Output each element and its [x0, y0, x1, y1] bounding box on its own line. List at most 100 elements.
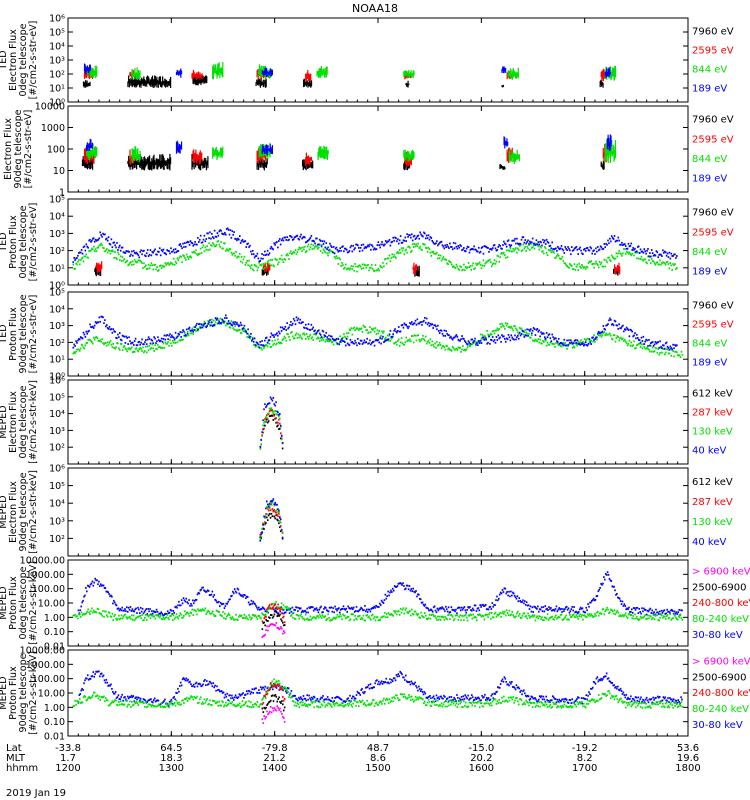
panel-4-series-1-mark — [597, 334, 600, 337]
panel-4-series-1-mark — [506, 322, 509, 325]
panel-7-series-2-mark — [465, 616, 468, 619]
panel-4-series-1-mark — [365, 329, 368, 332]
panel-4-series-2-mark — [315, 332, 317, 335]
panel-7-series-1-mark — [372, 607, 375, 610]
panel-3-series-4-mark — [245, 246, 248, 248]
panel-4-series-1-mark — [393, 342, 395, 345]
panel-3-series-4-mark — [548, 245, 551, 247]
panel-5-series-4-mark — [259, 445, 262, 448]
panel-3-series-3-mark — [610, 254, 613, 257]
panel-4-series-2-mark — [619, 327, 621, 330]
panel-3-series-3-mark — [583, 266, 586, 269]
panel-3-series-4-mark — [347, 251, 350, 254]
panel-7-series-2-mark — [338, 615, 341, 618]
panel-7-series-1-mark — [673, 610, 676, 613]
panel-4-series-2-mark — [556, 341, 559, 343]
panel-4-series-1-mark — [130, 347, 132, 350]
panel-7-series-2-mark — [251, 617, 253, 620]
panel-3-series-3-mark — [496, 254, 499, 257]
panel-4-series-2-mark — [163, 334, 166, 337]
panel-4-series-2-mark — [517, 334, 519, 337]
panel-3-series-3-mark — [437, 257, 439, 260]
panel-4-series-2-mark — [345, 337, 348, 340]
panel-6-series-2-mark — [267, 509, 270, 512]
panel-7-series-1-mark — [622, 604, 625, 607]
panel-7-series-1-mark — [202, 586, 204, 589]
panel-3-series-3-mark — [303, 248, 305, 251]
panel-7-series-1-mark — [288, 612, 291, 615]
panel-3-series-4-mark — [183, 246, 185, 248]
panel-4-series-2-mark — [418, 322, 421, 325]
panel-4-series-1-mark — [415, 339, 418, 342]
panel-4-series-2-mark — [184, 334, 186, 337]
panel-4-series-2-mark — [317, 330, 319, 332]
panel-3-series-4-mark — [151, 251, 154, 253]
panel-3-series-4-mark — [189, 240, 192, 243]
panel-4-series-1-mark — [420, 339, 422, 341]
panel-7-series-2-mark — [326, 618, 328, 620]
panel-7-series-1-mark — [350, 607, 352, 610]
panel-4-series-2-mark — [291, 324, 293, 327]
panel-3-series-3-mark — [211, 242, 214, 244]
panel-6-series-4-mark — [266, 503, 269, 506]
panel-4-series-2-mark — [261, 340, 263, 342]
panel-4-series-2-mark — [299, 318, 301, 321]
panel-4-series-1-mark — [551, 342, 554, 345]
panel-3-series-4-mark — [655, 250, 658, 253]
panel-3-series-4-mark — [186, 240, 189, 243]
panel-7-series-2-mark — [319, 615, 322, 618]
panel-4-series-2-mark — [263, 344, 265, 347]
panel-7-series-1-mark — [239, 593, 242, 596]
panel-4-series-1-mark — [485, 337, 487, 340]
panel-4-series-2-mark — [321, 329, 324, 332]
panel-4-series-1-mark — [212, 319, 215, 322]
panel-4-series-2-mark — [190, 329, 193, 332]
panel-3-series-3-mark — [442, 256, 445, 259]
panel-3-series-3-mark — [302, 246, 304, 249]
panel-4-series-1-mark — [203, 320, 206, 323]
panel-4-series-2-mark — [122, 335, 125, 338]
panel-4-series-2-mark — [443, 329, 446, 332]
panel-2-ytick-label: 10000 — [35, 102, 65, 113]
panel-3-series-3-mark — [88, 250, 90, 253]
panel-7-series-2-mark — [384, 611, 386, 614]
panel-7-series-2-mark — [534, 619, 537, 622]
panel-7-series-1-mark — [643, 607, 645, 610]
panel-3-series-3-mark — [156, 266, 158, 268]
panel-7-series-1-mark — [585, 606, 588, 609]
panel-4-series-2-mark — [605, 324, 607, 327]
panel-4-series-2-mark — [454, 335, 457, 338]
panel-2-frame — [67, 105, 689, 193]
panel-3-series-4-mark — [293, 236, 296, 239]
panel-5-series-3-mark — [273, 410, 276, 413]
panel-3-series-3-mark — [662, 261, 664, 264]
panel-3-series-3-mark — [490, 261, 492, 264]
panel-7-series-1-mark — [652, 612, 654, 615]
panel-3-series-4-mark — [410, 233, 413, 236]
panel-3-series-4-mark — [356, 243, 358, 246]
panel-7-series-2-mark — [356, 618, 358, 621]
panel-7-series-2-mark — [369, 617, 371, 620]
panel-3-series-3-mark — [535, 243, 538, 245]
panel-7-series-1-mark — [633, 607, 636, 610]
panel-3-series-4-mark — [156, 253, 158, 256]
panel-3-series-3-mark — [552, 250, 554, 253]
panel-4-series-2-mark — [529, 330, 531, 332]
panel-3-series-4-mark — [499, 244, 501, 247]
panel-4-series-1-mark — [471, 343, 474, 346]
panel-4-series-2-mark — [466, 343, 469, 346]
panel-7-series-2-mark — [73, 614, 75, 617]
panel-4-series-1-mark — [632, 344, 634, 347]
panel-3-series-4-mark — [321, 240, 324, 243]
panel-7-series-1-mark — [228, 598, 230, 601]
panel-5-ytick-label: 10² — [49, 443, 65, 454]
panel-7-series-2-mark — [152, 615, 155, 618]
panel-4-series-2-mark — [582, 343, 584, 345]
panel-4-series-2-mark — [188, 326, 191, 329]
panel-3-series-4-mark — [131, 254, 134, 257]
panel-4-series-2-mark — [535, 329, 538, 331]
panel-3-series-4-mark — [547, 241, 550, 244]
panel-3-series-4-mark — [626, 247, 629, 250]
